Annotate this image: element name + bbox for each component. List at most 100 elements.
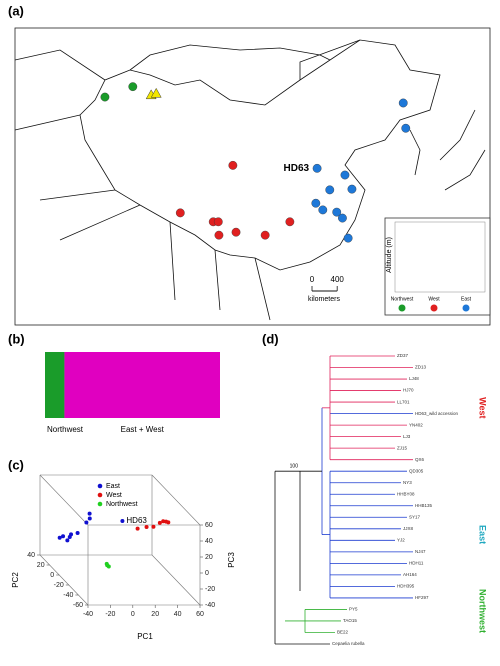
map-point (100, 92, 110, 102)
map-point (312, 163, 322, 173)
map-point (231, 227, 241, 237)
y-tick-label: 0 (50, 572, 54, 579)
legend-label: West (106, 492, 122, 499)
leaf-label: PY5 (349, 607, 358, 612)
axis-box-edge (151, 554, 201, 606)
x-tick-label: 60 (196, 611, 204, 618)
map-point (175, 208, 185, 218)
y-tick-label: -40 (63, 592, 73, 599)
y-axis-label: PC2 (11, 572, 20, 588)
inset-category: Northwest (391, 296, 414, 302)
leaf-label: HDH395 (397, 584, 415, 589)
leaf-label: HJ70 (403, 388, 414, 393)
leaf-label: ZJ15 (397, 445, 408, 450)
map-point (213, 217, 223, 227)
map-point (398, 98, 408, 108)
clade-label: East (478, 525, 488, 544)
map-annotation: HD63 (284, 163, 310, 174)
pca-point (87, 511, 92, 516)
pca-plot: -40 -20 0 20 40 60-60-40-2002040-40-200204060… (11, 474, 236, 641)
leaf-label: HHB135 (415, 503, 433, 508)
axis-box-edge (39, 474, 89, 526)
leaf-label: QD305 (409, 468, 424, 473)
axis-box-edge (39, 554, 89, 606)
leaf-label: NY3 (403, 480, 412, 485)
y-tick-label: -60 (73, 602, 83, 609)
map-point (338, 213, 347, 223)
x-tick-label: 40 (174, 611, 182, 618)
axis-box-edge (151, 474, 201, 526)
pca-point (157, 520, 162, 525)
structure-label: Northwest (47, 425, 84, 434)
map-point (285, 217, 295, 227)
leaf-label: HF297 (415, 595, 429, 600)
structure-segment (45, 352, 65, 418)
pca-point (61, 534, 66, 539)
legend-marker (97, 501, 103, 507)
inset-legend-dot (462, 304, 470, 312)
pca-point (65, 538, 70, 543)
pca-point (104, 561, 109, 566)
structure-segment (64, 352, 220, 418)
legend-marker (97, 483, 103, 489)
leaf-label: LJ48 (409, 376, 419, 381)
pca-point (135, 526, 140, 531)
leaf-label: YJ2 (397, 538, 405, 543)
leaf-label: TAO15 (343, 618, 357, 623)
leaf-label: BE22 (337, 630, 349, 635)
inset-plot (394, 221, 486, 293)
inset-legend-dot (398, 304, 406, 312)
map-point (318, 205, 328, 215)
pca-point (84, 520, 89, 525)
leaf-label: JJX8 (403, 526, 414, 531)
z-tick-label: 0 (205, 570, 209, 577)
map-point (340, 170, 350, 180)
panel-label: (b) (8, 331, 25, 346)
inset-legend-dot (430, 304, 438, 312)
map-point (347, 184, 357, 194)
map-point (325, 185, 335, 195)
pca-point (151, 524, 156, 529)
tree: ZD37 ZD13 LJ48 HJ70 LL701 HD63_wild accession… (274, 353, 488, 646)
structure-plot: Northwest East + West (45, 352, 220, 434)
scale-unit: kilometers (308, 296, 340, 303)
map-point (311, 198, 321, 208)
leaf-label: ZD37 (397, 353, 409, 358)
leaf-label: Cepaelia rubella (332, 641, 365, 646)
map-point (150, 87, 162, 98)
z-axis-label: PC3 (227, 552, 236, 568)
x-tick-label: 0 (131, 611, 135, 618)
map-point (128, 82, 138, 92)
map-point (214, 230, 224, 240)
z-tick-label: 40 (205, 538, 213, 545)
z-tick-label: -20 (205, 586, 215, 593)
inset-axis-label: Altitude (m) (386, 237, 393, 273)
map-point (260, 230, 270, 240)
pca-point (57, 535, 62, 540)
leaf-label: LL701 (397, 399, 410, 404)
structure-label: East + West (121, 425, 165, 434)
pca-point (75, 531, 80, 535)
pca-annotation: HD63 (126, 516, 147, 525)
y-tick-label: 20 (37, 562, 45, 569)
z-tick-label: -40 (205, 602, 215, 609)
pca-point (69, 532, 74, 537)
x-tick-label: -20 (105, 611, 115, 618)
leaf-label: QX6 (415, 457, 425, 462)
x-axis-label: PC1 (137, 632, 153, 641)
clade-label: West (478, 397, 488, 418)
z-tick-label: 60 (205, 522, 213, 529)
clade-label: Northwest (478, 589, 488, 633)
leaf-label: NJ47 (415, 549, 426, 554)
leaf-label: YN402 (409, 422, 423, 427)
inset-frame (384, 217, 491, 316)
x-tick-label: -40 (83, 611, 93, 618)
map-point (228, 160, 238, 170)
leaf-label: HD63_wild accession (415, 411, 459, 416)
x-tick-label: 20 (151, 611, 159, 618)
scale-label: 400 (331, 275, 345, 284)
legend-label: Northwest (106, 501, 138, 508)
inset-category: West (428, 296, 440, 302)
leaf-label: SY17 (409, 514, 421, 519)
